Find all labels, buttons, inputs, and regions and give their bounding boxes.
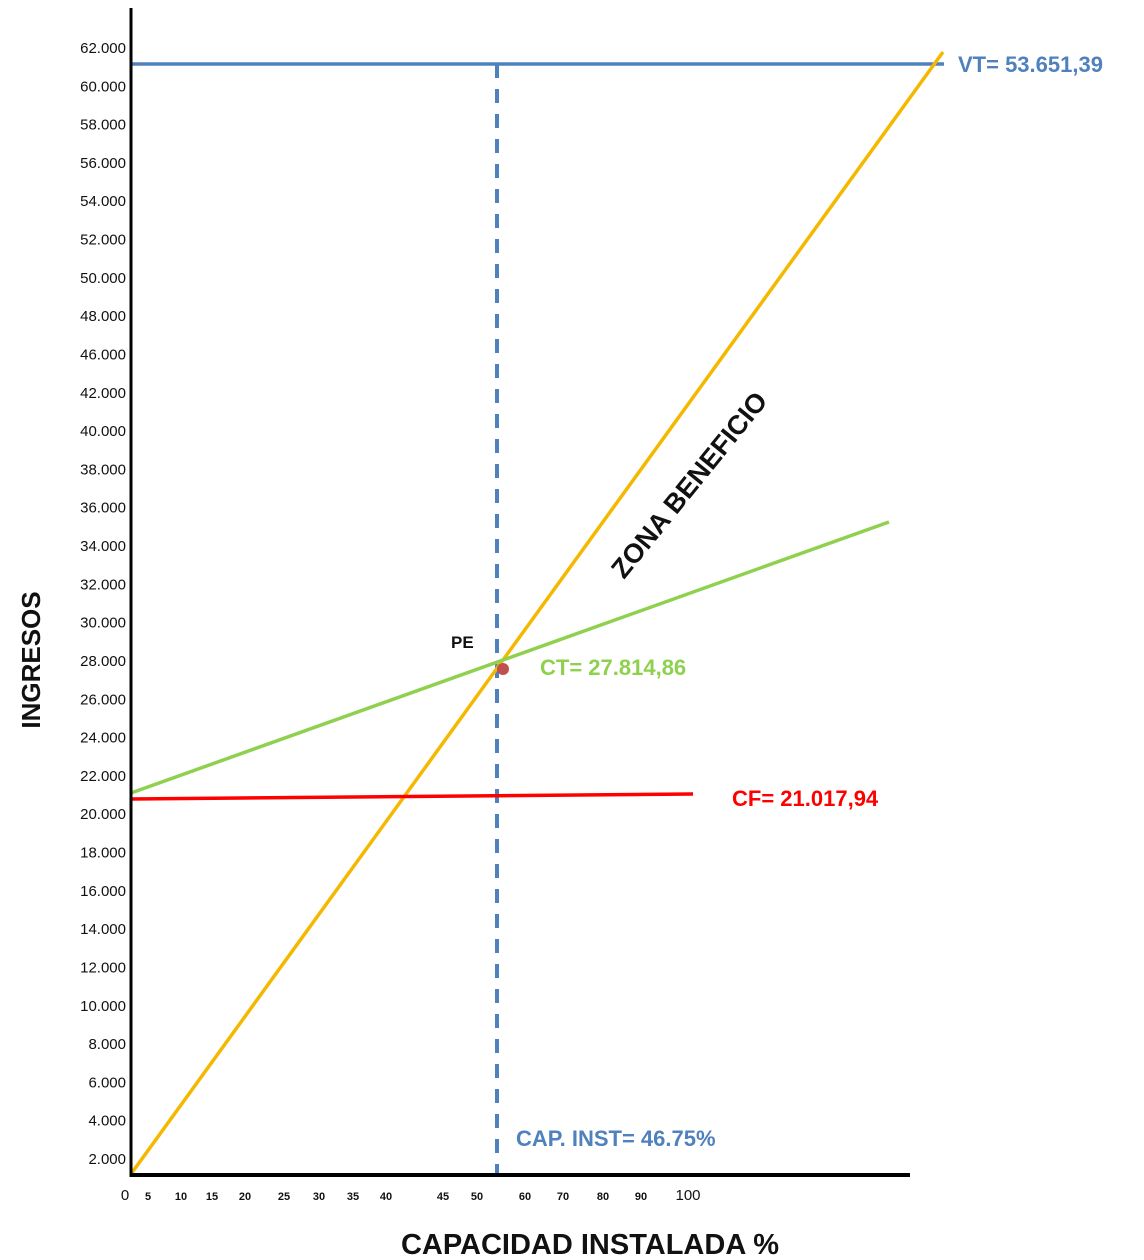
y-tick-label: 58.000 (80, 117, 126, 134)
cf-line (130, 792, 694, 801)
y-tick-label: 2.000 (88, 1151, 126, 1168)
y-tick-label: 8.000 (88, 1036, 126, 1053)
annotations: VT= 53.651,39 CT= 27.814,86 CF= 21.017,9… (16, 52, 1103, 1260)
x-axis-title: CAPACIDAD INSTALADA % (401, 1229, 779, 1260)
x-tick-label: 80 (597, 1191, 609, 1203)
y-tick-label: 56.000 (80, 155, 126, 172)
ct-line (130, 520, 890, 795)
pe-label: PE (451, 633, 474, 652)
y-tick-label: 48.000 (80, 308, 126, 325)
x-tick-label: 30 (313, 1191, 325, 1203)
cap-inst-label: CAP. INST= 46.75% (516, 1126, 716, 1151)
cf-label: CF= 21.017,94 (732, 786, 879, 811)
y-tick-label: 26.000 (80, 691, 126, 708)
x-tick-label: 40 (380, 1191, 392, 1203)
y-tick-label: 34.000 (80, 538, 126, 555)
x-tick-label: 45 (437, 1191, 449, 1203)
series-lines (129, 50, 945, 1176)
y-tick-label: 60.000 (80, 78, 126, 95)
y-tick-label: 18.000 (80, 845, 126, 862)
y-tick-label: 46.000 (80, 346, 126, 363)
vt-label: VT= 53.651,39 (958, 52, 1103, 77)
axes (129, 8, 910, 1177)
x-tick-label: 15 (206, 1191, 218, 1203)
y-tick-label: 54.000 (80, 193, 126, 210)
x-tick-label: 50 (471, 1191, 483, 1203)
x-tick-label: 60 (519, 1191, 531, 1203)
y-axis-title: INGRESOS (16, 591, 46, 728)
x-tick-label: 0 (121, 1187, 129, 1204)
y-tick-label: 24.000 (80, 730, 126, 747)
x-tick-label: 5 (145, 1191, 151, 1203)
y-tick-label: 12.000 (80, 959, 126, 976)
y-tick-label: 38.000 (80, 461, 126, 478)
y-tick-label: 36.000 (80, 500, 126, 517)
y-tick-label: 42.000 (80, 385, 126, 402)
y-tick-label: 10.000 (80, 998, 126, 1015)
y-tick-label: 62.000 (80, 40, 126, 57)
y-tick-label: 16.000 (80, 883, 126, 900)
y-tick-label: 4.000 (88, 1113, 126, 1130)
y-tick-label: 40.000 (80, 423, 126, 440)
ct-label: CT= 27.814,86 (540, 655, 686, 680)
y-tick-label: 32.000 (80, 576, 126, 593)
y-tick-label: 14.000 (80, 921, 126, 938)
x-tick-label: 10 (175, 1191, 187, 1203)
y-tick-label: 52.000 (80, 232, 126, 249)
x-tick-label: 25 (278, 1191, 290, 1203)
y-tick-label: 30.000 (80, 615, 126, 632)
x-tick-label: 20 (239, 1191, 251, 1203)
y-tick-label: 6.000 (88, 1074, 126, 1091)
x-tick-labels: 0 5 10 15 20 25 30 35 40 45 50 60 70 80 90 100 (121, 1187, 701, 1204)
y-tick-label: 20.000 (80, 806, 126, 823)
y-tick-labels: 2.000 4.000 6.000 8.000 10.000 12.000 14.000 16… (80, 40, 126, 1168)
pe-point (497, 663, 509, 675)
y-tick-label: 50.000 (80, 270, 126, 287)
x-tick-label: 100 (675, 1187, 700, 1204)
y-tick-label: 22.000 (80, 768, 126, 785)
vt-line (129, 50, 945, 1176)
x-tick-label: 35 (347, 1191, 359, 1203)
x-tick-label: 90 (635, 1191, 647, 1203)
x-tick-label: 70 (557, 1191, 569, 1203)
y-tick-label: 28.000 (80, 653, 126, 670)
